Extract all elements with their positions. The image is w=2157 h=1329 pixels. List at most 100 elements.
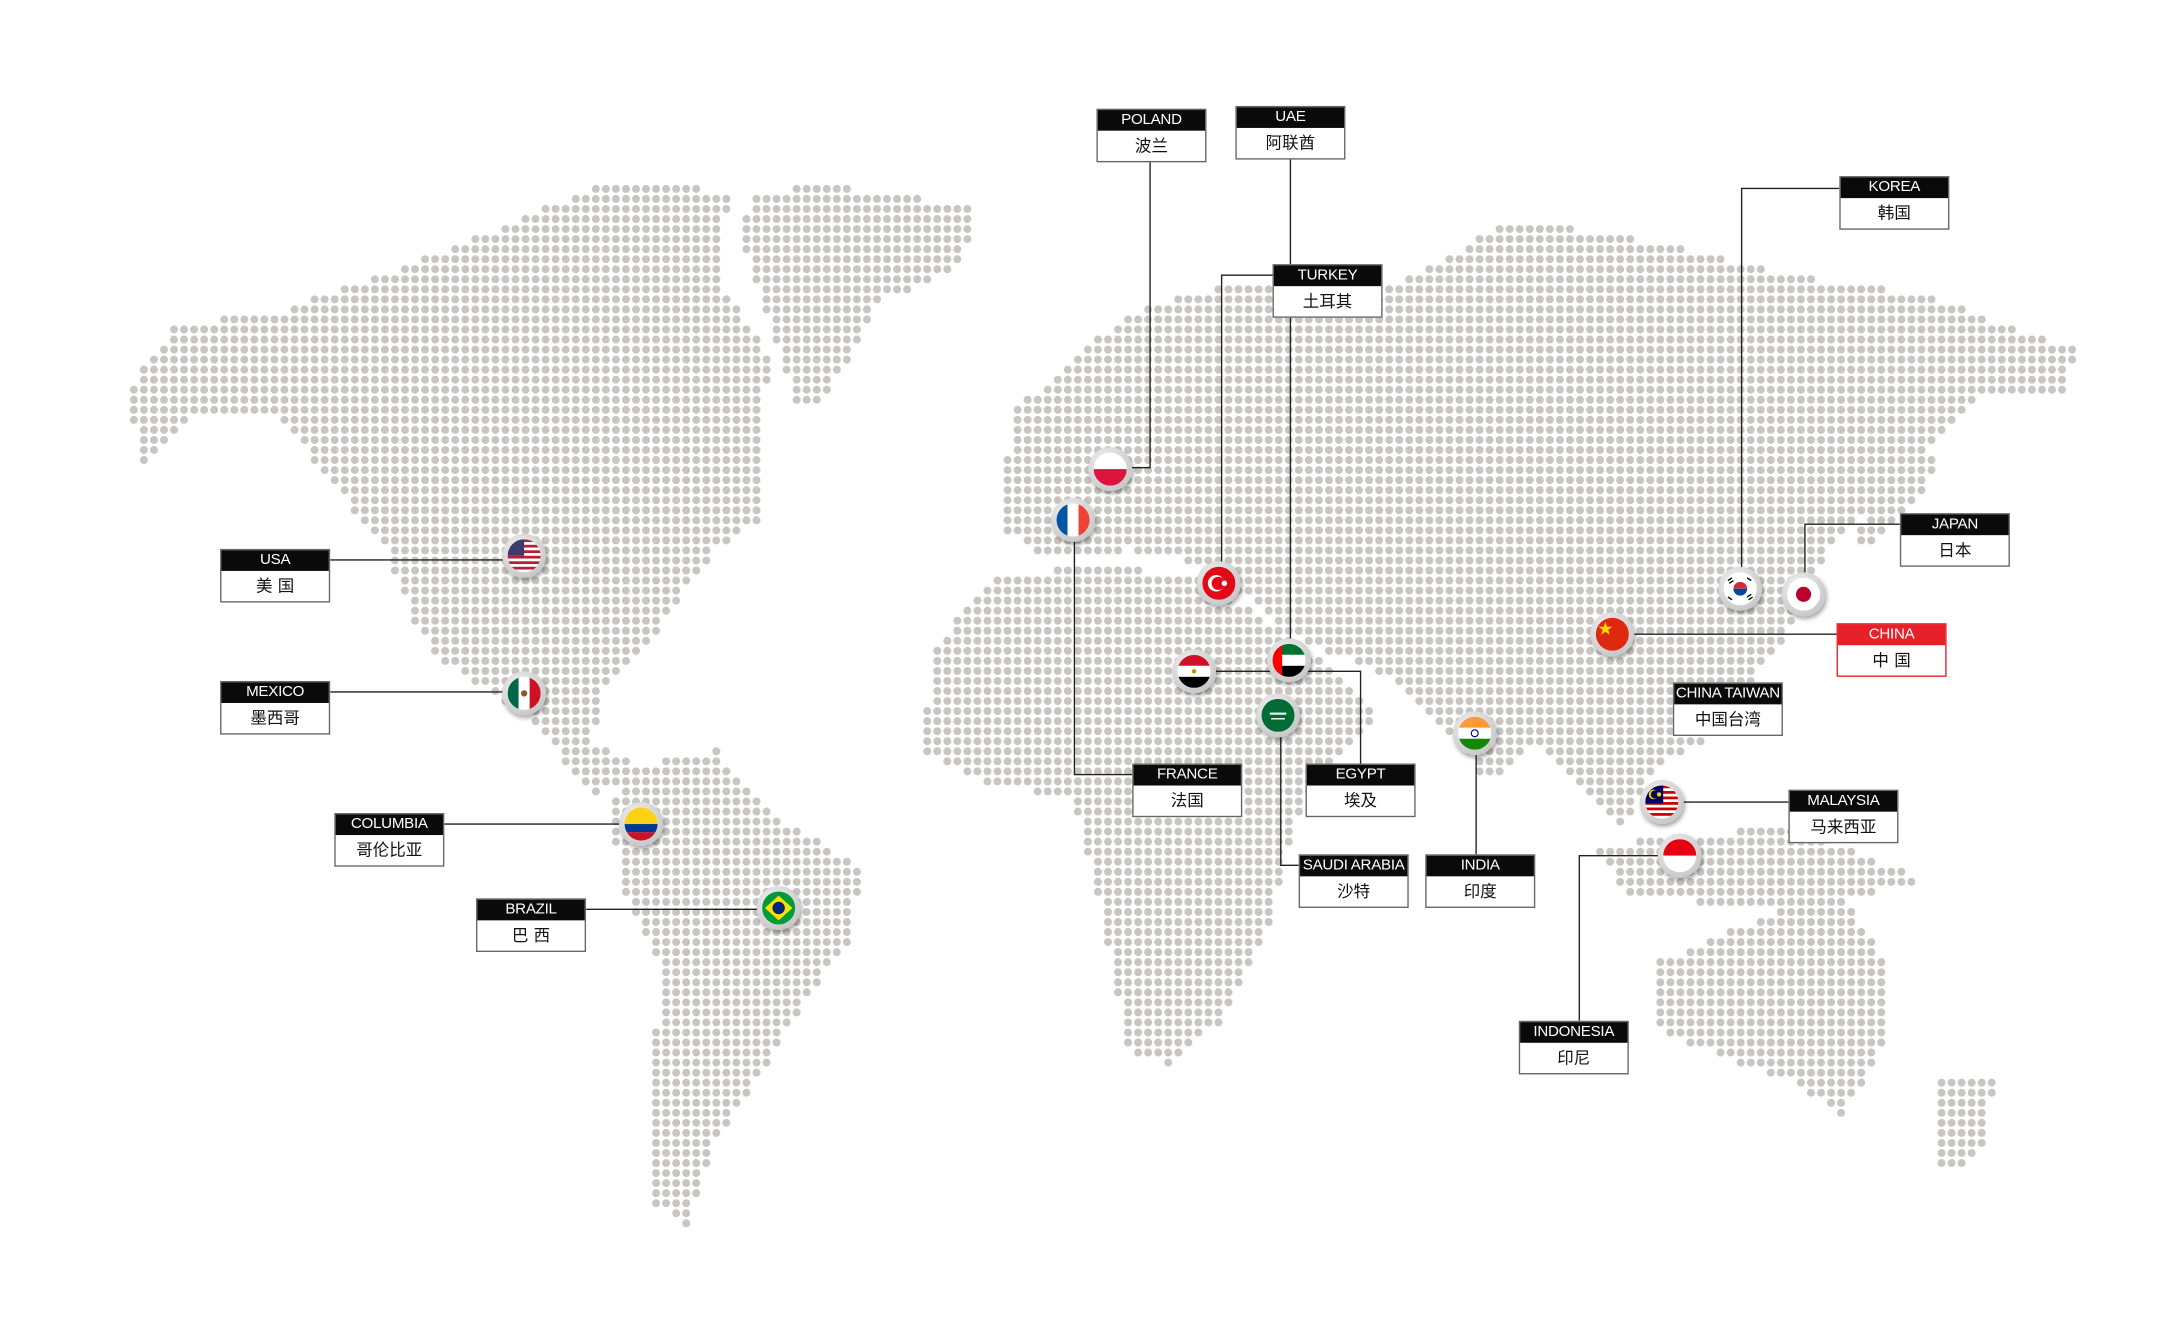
map-dot [742, 215, 751, 224]
map-dot [1716, 265, 1725, 274]
map-dot [631, 285, 640, 294]
map-dot [1254, 315, 1263, 324]
map-dot [792, 184, 801, 193]
map-dot [1465, 255, 1474, 264]
map-dot [963, 215, 972, 224]
map-dot [601, 235, 610, 244]
map-dot [1495, 295, 1504, 304]
map-dot [1395, 305, 1404, 314]
map-dot [471, 315, 480, 324]
map-dot [1485, 315, 1494, 324]
map-dot [431, 275, 440, 284]
map-dot [662, 275, 671, 284]
map-dot [652, 315, 661, 324]
map-dot [862, 235, 871, 244]
map-dot [842, 275, 851, 284]
map-dot [1897, 295, 1906, 304]
map-dot [662, 305, 671, 314]
map-dot [290, 315, 299, 324]
map-dot [621, 265, 630, 274]
map-dot [1696, 285, 1705, 294]
map-dot [621, 285, 630, 294]
map-dot [802, 275, 811, 284]
map-dot [1525, 305, 1534, 314]
map-dot [581, 245, 590, 254]
map-dot [1806, 285, 1815, 294]
map-dot [411, 295, 420, 304]
map-dot [481, 285, 490, 294]
map-dot [631, 255, 640, 264]
map-dot [963, 204, 972, 213]
map-dot [631, 235, 640, 244]
map-dot [913, 225, 922, 234]
map-dot [1395, 295, 1404, 304]
map-dot [1174, 305, 1183, 314]
map-dot [702, 295, 711, 304]
map-dot [722, 305, 731, 314]
map-dot [752, 255, 761, 264]
map-dot [1505, 285, 1514, 294]
map-dot [370, 315, 379, 324]
map-dot [330, 315, 339, 324]
map-dot [672, 204, 681, 213]
map-dot [702, 204, 711, 213]
map-dot [1224, 305, 1233, 314]
map-dot [762, 235, 771, 244]
map-dot [1545, 305, 1554, 314]
map-dot [1475, 235, 1484, 244]
map-dot [1455, 295, 1464, 304]
map-dot [591, 265, 600, 274]
map-dot [782, 315, 791, 324]
map-dot [852, 275, 861, 284]
map-dot [1847, 285, 1856, 294]
map-dot [682, 235, 691, 244]
map-dot [581, 215, 590, 224]
map-dot [401, 285, 409, 294]
map-dot [631, 315, 640, 324]
map-dot [491, 285, 500, 294]
map-dot [1606, 285, 1615, 294]
map-dot [933, 204, 942, 213]
map-dot [320, 305, 329, 314]
map-dot [842, 315, 851, 324]
map-dot [1877, 285, 1886, 294]
map-dot [1646, 255, 1655, 264]
map-dot [591, 285, 600, 294]
map-dot [852, 315, 861, 324]
map-dot [642, 265, 651, 274]
map-dot [1495, 245, 1504, 254]
map-dot [481, 305, 490, 314]
map-dot [682, 215, 691, 224]
map-dot [732, 315, 741, 324]
map-dot [702, 285, 711, 294]
map-dot [481, 255, 490, 264]
map-dot [541, 225, 550, 234]
map-dot [1786, 285, 1795, 294]
map-dot [601, 225, 610, 234]
map-dot [913, 215, 922, 224]
map-dot [842, 204, 851, 213]
map-dot [1455, 305, 1464, 314]
map-dot [832, 184, 841, 193]
map-dot [1445, 255, 1454, 264]
map-dot [350, 295, 359, 304]
map-dot [772, 194, 781, 203]
map-dot [873, 245, 881, 254]
map-dot [1606, 295, 1615, 304]
map-dot [631, 275, 640, 284]
map-dot [792, 235, 801, 244]
map-dot [611, 265, 620, 274]
map-dot [310, 295, 319, 304]
map-dot [812, 265, 821, 274]
map-dot [521, 245, 530, 254]
map-dot [1596, 305, 1605, 314]
map-dot [662, 235, 671, 244]
map-dot [521, 275, 530, 284]
map-dot [852, 255, 861, 264]
map-dot [1545, 275, 1554, 284]
map-dot [1646, 315, 1655, 324]
map-dot [1154, 315, 1163, 324]
map-dot [451, 275, 460, 284]
map-dot [1586, 285, 1595, 294]
map-dot [1696, 295, 1705, 304]
